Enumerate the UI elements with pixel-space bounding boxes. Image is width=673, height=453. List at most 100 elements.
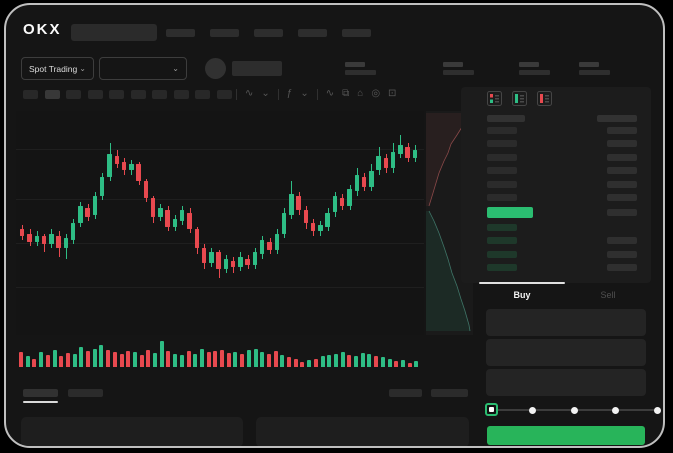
candle <box>281 212 287 234</box>
bottom-action-placeholder-2[interactable] <box>431 389 468 397</box>
buy-button[interactable] <box>487 426 645 445</box>
bottom-tab-order-history[interactable] <box>68 389 103 397</box>
volume-bar <box>199 349 204 367</box>
volume-bar <box>407 362 412 367</box>
timeframe-button[interactable] <box>87 90 103 99</box>
ask-price-placeholder[interactable] <box>487 127 517 134</box>
nav-item-placeholder[interactable] <box>342 29 371 37</box>
candle <box>129 164 134 171</box>
candlestick-chart[interactable] <box>16 111 424 335</box>
bottom-action-placeholder-1[interactable] <box>389 389 422 397</box>
layers-icon[interactable]: ⧉ <box>342 88 350 99</box>
slider-stop[interactable] <box>529 406 536 414</box>
tab-buy[interactable]: Buy <box>513 290 531 300</box>
volume-bar <box>266 353 271 367</box>
candle <box>56 235 61 249</box>
stat-group <box>519 62 550 75</box>
stat-value-placeholder <box>345 70 376 75</box>
market-type-dropdown[interactable]: Spot Trading ⌄ <box>21 57 94 80</box>
chevron-down-icon[interactable]: ⌄ <box>300 88 309 99</box>
target-icon[interactable]: ◎ <box>371 88 381 99</box>
ask-price-placeholder[interactable] <box>487 180 517 188</box>
order-input-field[interactable] <box>486 309 646 336</box>
bid-amount-placeholder[interactable] <box>607 264 637 272</box>
pair-dropdown[interactable]: ⌄ <box>99 57 187 80</box>
book-combined-icon[interactable] <box>487 91 502 106</box>
candle <box>274 233 279 251</box>
candle <box>223 258 229 270</box>
ask-amount-placeholder[interactable] <box>607 140 637 148</box>
volume-bar <box>86 350 90 367</box>
candle <box>376 155 381 171</box>
candle <box>63 237 69 249</box>
ask-amount-placeholder[interactable] <box>607 153 637 161</box>
slider-stop[interactable] <box>570 406 578 414</box>
timeframe-button[interactable] <box>109 90 124 99</box>
bid-price-placeholder[interactable] <box>487 264 517 272</box>
volume-bar <box>220 349 224 367</box>
mid-amount-placeholder[interactable] <box>607 209 637 216</box>
volume-bar <box>173 353 178 367</box>
bottom-active-tab-indicator <box>23 401 58 403</box>
ask-amount-placeholder[interactable] <box>607 180 637 188</box>
volume-bar <box>367 354 372 367</box>
timeframe-button[interactable] <box>173 90 189 99</box>
ask-price-placeholder[interactable] <box>487 153 517 161</box>
nav-item-placeholder[interactable] <box>254 29 283 37</box>
tab-sell[interactable]: Sell <box>600 290 616 300</box>
wave-icon[interactable]: ∿ <box>245 88 254 99</box>
volume-bar <box>387 359 392 367</box>
ask-price-placeholder[interactable] <box>487 167 517 175</box>
bid-amount-placeholder[interactable] <box>607 237 637 245</box>
bottom-tab-open-orders[interactable] <box>23 389 58 397</box>
slider-stop[interactable] <box>653 406 661 414</box>
orders-panel-left <box>21 417 243 446</box>
timeframe-button[interactable] <box>130 90 146 99</box>
volume-bar <box>206 352 211 367</box>
timeframe-button[interactable] <box>216 90 232 99</box>
stat-label-placeholder <box>443 62 463 67</box>
volume-bar <box>25 355 30 367</box>
chevron-down-icon[interactable]: ⌄ <box>261 88 270 99</box>
search-input[interactable] <box>71 24 157 41</box>
bid-price-placeholder[interactable] <box>487 237 517 245</box>
line-tool-icon[interactable]: ∿ <box>325 88 335 99</box>
candle <box>383 157 389 169</box>
order-input-field[interactable] <box>486 369 646 396</box>
bid-amount-placeholder[interactable] <box>607 250 637 258</box>
candle <box>289 193 294 215</box>
market-type-label: Spot Trading <box>29 63 78 74</box>
fullscreen-icon[interactable]: ⊡ <box>388 88 397 99</box>
volume-bar <box>273 351 278 367</box>
orderbook-amount-header <box>597 115 637 122</box>
indicator-icon[interactable]: ƒ <box>286 88 293 99</box>
camera-icon[interactable]: ⌂ <box>357 88 364 99</box>
order-input-field[interactable] <box>486 339 646 366</box>
timeframe-button[interactable] <box>23 90 38 99</box>
nav-item-placeholder[interactable] <box>166 29 195 37</box>
timeframe-selector <box>23 90 232 99</box>
timeframe-button[interactable] <box>44 90 60 99</box>
stat-group <box>345 62 376 75</box>
volume-bar <box>166 351 171 367</box>
nav-item-placeholder[interactable] <box>298 29 327 37</box>
timeframe-button[interactable] <box>195 90 210 99</box>
ask-amount-placeholder[interactable] <box>607 127 637 134</box>
candle <box>354 174 359 192</box>
timeframe-button[interactable] <box>152 90 167 99</box>
amount-slider-handle[interactable] <box>485 403 498 416</box>
book-asks-icon[interactable] <box>537 91 552 106</box>
bid-price-placeholder[interactable] <box>487 224 517 231</box>
nav-item-placeholder[interactable] <box>210 29 239 37</box>
timeframe-button[interactable] <box>66 90 81 99</box>
ask-amount-placeholder[interactable] <box>607 194 637 201</box>
candle <box>303 210 309 223</box>
orderbook-mid-price[interactable] <box>487 207 533 218</box>
ask-price-placeholder[interactable] <box>487 140 517 148</box>
slider-stop[interactable] <box>612 406 619 414</box>
ask-amount-placeholder[interactable] <box>607 167 637 175</box>
book-bids-icon[interactable] <box>512 91 527 106</box>
bid-price-placeholder[interactable] <box>487 250 517 258</box>
ask-price-placeholder[interactable] <box>487 194 517 201</box>
active-tab-indicator <box>479 282 565 284</box>
